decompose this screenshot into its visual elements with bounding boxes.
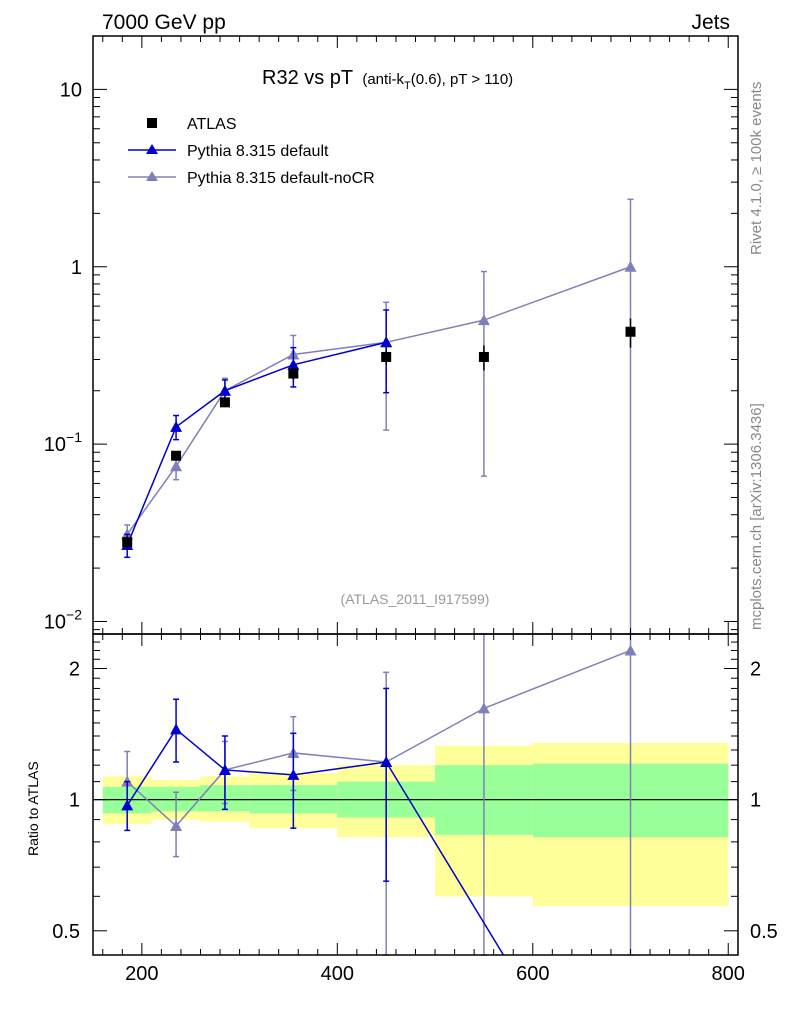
legend: ATLAS Pythia 8.315 default Pythia 8.315 … — [128, 116, 375, 187]
y-tick-label-base: 10 — [44, 611, 66, 633]
energy-label: 7000 GeV pp — [102, 11, 226, 34]
legend-atlas-marker — [147, 118, 157, 128]
legend-nocr-marker — [146, 171, 158, 181]
legend-nocr-label: Pythia 8.315 default-noCR — [187, 170, 375, 187]
ratio-ylabel: Ratio to ATLAS — [25, 761, 41, 856]
y-tick-label-base: 10 — [44, 434, 66, 456]
ratio-default-point — [121, 799, 134, 811]
ratio-default-point — [287, 768, 300, 780]
ratio-y-tick-label: 0.5 — [52, 921, 80, 943]
y-tick-label: 10−1 — [44, 429, 82, 456]
y-tick-label: 1 — [71, 257, 82, 279]
ratio-default-line — [126, 728, 505, 956]
series-default-point — [218, 384, 231, 396]
atlas-point — [122, 537, 133, 548]
y-tick-label-exponent: −2 — [66, 606, 82, 622]
ratio-y-tick-label-right: 0.5 — [750, 921, 778, 943]
mcplots-label: mcplots.cern.ch [arXiv:1306.3436] — [748, 403, 765, 630]
ratio-default-point — [218, 763, 231, 775]
x-tick-label: 800 — [712, 963, 745, 985]
legend-atlas-label: ATLAS — [187, 116, 237, 133]
process-label: Jets — [691, 11, 730, 34]
legend-default-label: Pythia 8.315 default — [187, 143, 329, 160]
ratio-y-tick-label: 2 — [69, 658, 80, 680]
ratio-y-tick-label-right: 1 — [750, 790, 761, 812]
chart-title: R32 vs pT (anti-kT(0.6), pT > 110) — [262, 67, 513, 92]
ratio-nocr-point — [170, 820, 183, 832]
ratio-y-tick-label: 1 — [69, 790, 80, 812]
series-nocr-point — [170, 460, 183, 472]
x-tick-label: 600 — [516, 963, 549, 985]
series-nocr-point — [624, 260, 637, 272]
ratio-nocr-point — [624, 644, 637, 656]
chart-title-main: R32 vs pT — [262, 67, 353, 89]
atlas-point — [219, 397, 230, 408]
series-nocr-point — [477, 314, 490, 326]
chart-title-sub: (anti-k — [362, 71, 404, 88]
chart-title-sub-rest: (0.6), pT > 110) — [411, 71, 513, 88]
series-default-point — [170, 420, 183, 432]
analysis-id: (ATLAS_2011_I917599) — [341, 591, 490, 607]
series-nocr-line — [126, 266, 631, 535]
ratio-default-point — [170, 723, 183, 735]
legend-default-marker — [146, 144, 158, 154]
ratio-y-tick-label-right: 2 — [750, 658, 761, 680]
atlas-point — [381, 351, 392, 362]
y-tick-label: 10 — [60, 79, 82, 101]
y-tick-label: 10−2 — [44, 606, 82, 633]
series-default-point — [380, 336, 393, 348]
chart-title-sub-index: T — [404, 80, 411, 92]
ratio-nocr-point — [477, 702, 490, 714]
atlas-point — [171, 450, 182, 461]
series-default-point — [287, 358, 300, 370]
rivet-label: Rivet 4.1.0, ≥ 100k events — [748, 82, 765, 255]
series-default-line — [126, 341, 387, 546]
atlas-point — [478, 351, 489, 362]
x-tick-label: 400 — [321, 963, 354, 985]
atlas-point — [625, 326, 636, 337]
y-tick-label-exponent: −1 — [66, 429, 82, 445]
atlas-point — [288, 368, 299, 379]
ratio-default-point — [380, 756, 393, 768]
x-tick-label: 200 — [125, 963, 158, 985]
